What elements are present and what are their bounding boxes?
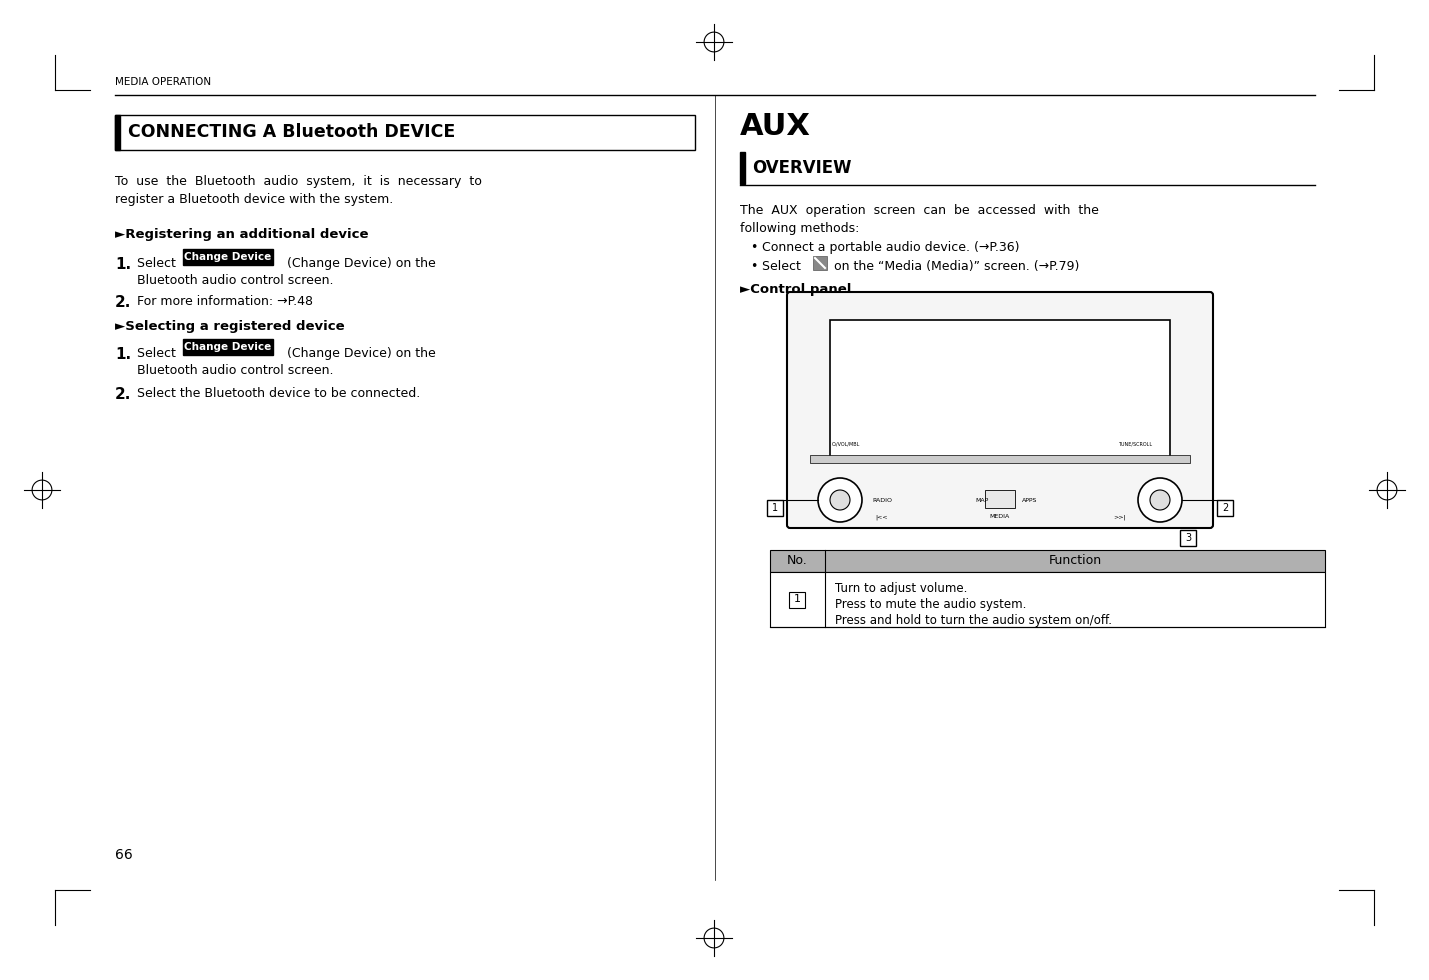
Text: •: • <box>750 260 757 273</box>
Text: Select the Bluetooth device to be connected.: Select the Bluetooth device to be connec… <box>137 387 420 400</box>
Text: Bluetooth audio control screen.: Bluetooth audio control screen. <box>137 274 333 287</box>
Text: Change Device: Change Device <box>184 252 272 262</box>
Bar <box>740 152 745 184</box>
Text: Function: Function <box>1049 555 1102 567</box>
Bar <box>1218 500 1233 516</box>
Text: •: • <box>750 241 757 254</box>
Circle shape <box>1137 478 1182 522</box>
Text: AUX: AUX <box>740 112 810 141</box>
Bar <box>767 500 783 516</box>
Text: OVERVIEW: OVERVIEW <box>752 159 852 177</box>
Text: 1.: 1. <box>114 257 131 272</box>
Bar <box>810 455 1190 463</box>
Text: CONNECTING A Bluetooth DEVICE: CONNECTING A Bluetooth DEVICE <box>129 123 456 141</box>
Text: RADIO: RADIO <box>872 498 892 503</box>
Text: ►Registering an additional device: ►Registering an additional device <box>114 228 369 241</box>
Bar <box>985 490 1015 508</box>
Text: Change Device: Change Device <box>184 342 272 352</box>
Text: MEDIA: MEDIA <box>990 514 1010 519</box>
Circle shape <box>1150 490 1170 510</box>
Circle shape <box>817 478 862 522</box>
FancyBboxPatch shape <box>787 292 1213 528</box>
Text: 1: 1 <box>795 595 802 605</box>
Text: MAP: MAP <box>976 498 989 503</box>
Text: 1.: 1. <box>114 347 131 362</box>
Bar <box>770 572 1325 627</box>
Text: on the “Media (Media)” screen. (→P.79): on the “Media (Media)” screen. (→P.79) <box>830 260 1079 273</box>
Text: |<<: |<< <box>876 514 889 519</box>
Bar <box>830 320 1170 460</box>
Text: 3: 3 <box>1185 533 1190 543</box>
Bar <box>114 115 694 150</box>
Text: 66: 66 <box>114 848 133 862</box>
Text: APPS: APPS <box>1022 498 1037 503</box>
Text: 2: 2 <box>1222 503 1228 513</box>
Text: 2.: 2. <box>114 295 131 310</box>
Text: No.: No. <box>787 555 807 567</box>
Bar <box>770 550 1325 572</box>
Text: TUNE/SCROLL: TUNE/SCROLL <box>1117 442 1152 447</box>
Bar <box>1180 530 1196 546</box>
Bar <box>183 249 273 265</box>
Text: Bluetooth audio control screen.: Bluetooth audio control screen. <box>137 364 333 377</box>
Bar <box>789 592 806 608</box>
Bar <box>813 256 827 270</box>
Text: ►Selecting a registered device: ►Selecting a registered device <box>114 320 344 333</box>
Text: Press to mute the audio system.: Press to mute the audio system. <box>835 598 1026 611</box>
Text: (Change Device) on the: (Change Device) on the <box>287 257 436 270</box>
Text: (Change Device) on the: (Change Device) on the <box>287 347 436 360</box>
Text: 1: 1 <box>772 503 777 513</box>
Text: Select: Select <box>762 260 805 273</box>
Text: >>|: >>| <box>1113 514 1126 519</box>
Text: Select: Select <box>137 347 184 360</box>
Circle shape <box>830 490 850 510</box>
Bar <box>114 115 120 150</box>
Text: To  use  the  Bluetooth  audio  system,  it  is  necessary  to
register a Blueto: To use the Bluetooth audio system, it is… <box>114 175 482 206</box>
Text: ►Control panel: ►Control panel <box>740 283 852 296</box>
Text: Press and hold to turn the audio system on/off.: Press and hold to turn the audio system … <box>835 614 1112 627</box>
Text: Connect a portable audio device. (→P.36): Connect a portable audio device. (→P.36) <box>762 241 1019 254</box>
Text: The  AUX  operation  screen  can  be  accessed  with  the
following methods:: The AUX operation screen can be accessed… <box>740 204 1099 235</box>
Text: MEDIA OPERATION: MEDIA OPERATION <box>114 77 211 87</box>
Bar <box>183 339 273 355</box>
Text: O./VOL/MBL: O./VOL/MBL <box>832 442 860 447</box>
Text: For more information: →P.48: For more information: →P.48 <box>137 295 313 308</box>
Text: Turn to adjust volume.: Turn to adjust volume. <box>835 582 967 595</box>
Text: 2.: 2. <box>114 387 131 402</box>
Text: Select: Select <box>137 257 184 270</box>
